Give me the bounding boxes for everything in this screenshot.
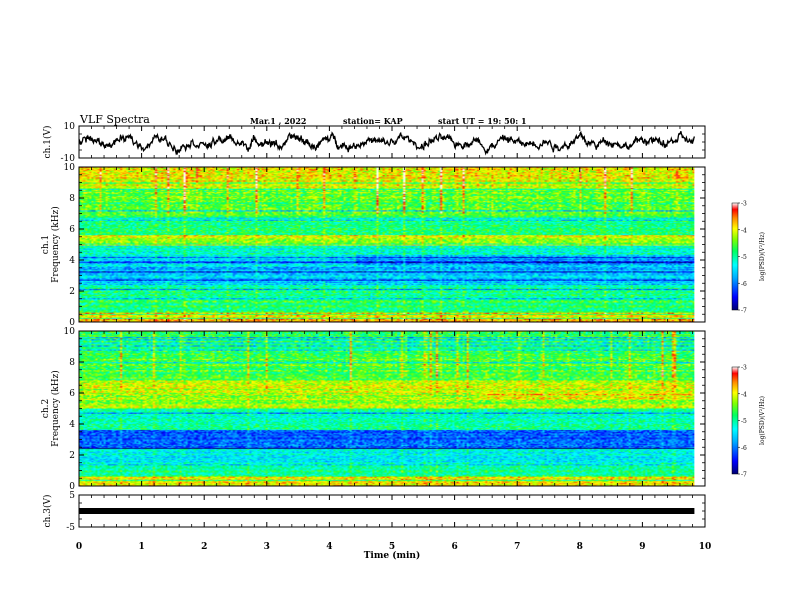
ch1-spectrogram-colorbar — [731, 202, 739, 311]
x-tick-label: 8 — [577, 542, 583, 552]
date-label: Mar.1 , 2022 — [250, 116, 307, 126]
ch1-spectrogram-colorbar-tick: -4 — [741, 227, 747, 234]
ch1-spectrogram-ytick-label: 8 — [69, 194, 75, 204]
x-axis-label: Time (min) — [364, 550, 421, 561]
x-tick-label: 6 — [451, 542, 457, 552]
ch1-spectrogram-colorbar-tick: -5 — [741, 254, 747, 261]
station-label: station= KAP — [343, 116, 403, 126]
ch2-spectrogram-ytick-label: 0 — [69, 482, 75, 492]
ch2-spectrogram-ylabel: Frequency (kHz) — [50, 370, 61, 447]
chart-title: VLF Spectra — [80, 113, 150, 126]
ch1-spectrogram-ylabel: ch.1 — [41, 235, 51, 254]
x-tick-label: 0 — [76, 542, 82, 552]
ch1-waveform-line — [78, 130, 696, 156]
ch2-spectrogram-ylabel: ch.2 — [41, 399, 51, 418]
ch1-spectrogram-ytick-label: 2 — [69, 287, 75, 297]
ch3-waveform-ytick-label: 5 — [69, 491, 75, 501]
ch2-spectrogram-colorbar-tick: -7 — [741, 472, 747, 479]
ch2-spectrogram-ytick-label: 2 — [69, 451, 75, 461]
ch1-spectrogram-ytick-label: 4 — [69, 256, 75, 266]
ch3-waveform-ylabel: ch.3(V) — [42, 495, 53, 528]
ch1-spectrogram-heatmap — [79, 167, 695, 322]
ch1-spectrogram-colorbar-label: log(PSD)(V²/Hz) — [759, 232, 766, 281]
ch1-waveform-ytick-label: 10 — [64, 122, 76, 132]
ch2-spectrogram-heatmap — [79, 331, 695, 486]
ch2-spectrogram-ytick-label: 6 — [69, 389, 75, 399]
x-tick-label: 4 — [326, 542, 332, 552]
ch1-waveform-ytick-label: -10 — [61, 154, 76, 164]
ch2-spectrogram-colorbar-tick: -3 — [741, 365, 747, 372]
ch2-spectrogram-colorbar-tick: -5 — [741, 418, 747, 425]
ch3-waveform-line — [79, 508, 695, 514]
ch1-spectrogram-ytick-label: 10 — [64, 163, 76, 173]
x-tick-label: 9 — [639, 542, 645, 552]
start-time-label: start UT = 19: 50: 1 — [438, 116, 527, 126]
ch1-spectrogram-colorbar-tick: -6 — [741, 281, 747, 288]
x-tick-label: 7 — [514, 542, 520, 552]
ch2-spectrogram-ytick-label: 10 — [64, 327, 76, 337]
ch1-spectrogram-colorbar-tick: -3 — [741, 201, 747, 208]
ch1-spectrogram-ylabel: Frequency (kHz) — [50, 206, 61, 283]
ch2-spectrogram-ytick-label: 4 — [69, 420, 75, 430]
ch2-spectrogram-colorbar — [731, 366, 739, 475]
ch1-spectrogram-ytick-label: 0 — [69, 318, 75, 328]
ch1-spectrogram-ytick-label: 6 — [69, 225, 75, 235]
ch2-spectrogram-ytick-label: 8 — [69, 358, 75, 368]
x-tick-label: 1 — [138, 542, 144, 552]
ch3-waveform-ytick-label: -5 — [66, 523, 75, 533]
ch2-spectrogram-colorbar-tick: -6 — [741, 445, 747, 452]
x-tick-label: 5 — [389, 542, 395, 552]
ch2-spectrogram-colorbar-tick: -4 — [741, 391, 747, 398]
ch1-waveform-ylabel: ch.1(V) — [42, 126, 53, 159]
x-tick-label: 3 — [264, 542, 270, 552]
x-tick-label: 10 — [699, 542, 712, 552]
ch2-spectrogram-colorbar-label: log(PSD)(V²/Hz) — [759, 396, 766, 445]
x-tick-label: 2 — [201, 542, 207, 552]
ch1-spectrogram-colorbar-tick: -7 — [741, 308, 747, 315]
